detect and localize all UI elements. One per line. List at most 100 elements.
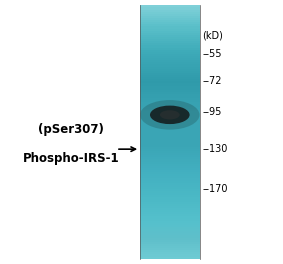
Bar bbox=[140, 20, 200, 22]
Bar bbox=[140, 58, 200, 60]
Bar bbox=[140, 16, 200, 18]
Text: --130: --130 bbox=[202, 144, 228, 154]
Bar bbox=[140, 90, 200, 92]
Bar bbox=[140, 181, 200, 183]
Bar bbox=[140, 105, 200, 107]
Bar bbox=[140, 33, 200, 35]
Bar bbox=[140, 170, 200, 172]
Bar bbox=[140, 248, 200, 250]
Bar bbox=[140, 159, 200, 162]
Bar bbox=[140, 187, 200, 189]
Bar bbox=[140, 35, 200, 37]
Bar bbox=[140, 31, 200, 33]
Text: (pSer307): (pSer307) bbox=[38, 123, 104, 136]
Bar bbox=[140, 83, 200, 86]
Bar bbox=[140, 242, 200, 244]
Bar bbox=[140, 227, 200, 229]
Bar bbox=[140, 119, 200, 121]
Bar bbox=[140, 12, 200, 14]
Bar bbox=[140, 233, 200, 235]
Bar bbox=[140, 130, 200, 132]
Bar bbox=[140, 92, 200, 94]
Bar bbox=[140, 172, 200, 174]
Bar bbox=[140, 39, 200, 41]
Text: --95: --95 bbox=[202, 107, 222, 117]
Bar bbox=[140, 24, 200, 26]
Bar bbox=[140, 164, 200, 166]
Bar bbox=[140, 143, 200, 145]
Bar bbox=[140, 252, 200, 254]
Bar bbox=[140, 231, 200, 233]
Bar bbox=[140, 174, 200, 176]
Bar bbox=[140, 206, 200, 208]
Bar bbox=[140, 155, 200, 157]
Bar bbox=[140, 50, 200, 52]
Bar bbox=[140, 176, 200, 178]
Bar bbox=[140, 52, 200, 54]
Ellipse shape bbox=[160, 110, 180, 120]
Bar bbox=[140, 54, 200, 56]
Bar bbox=[140, 195, 200, 197]
Bar bbox=[140, 64, 200, 67]
Bar bbox=[140, 221, 200, 223]
Bar bbox=[140, 121, 200, 124]
Bar bbox=[140, 96, 200, 98]
Bar bbox=[140, 73, 200, 75]
Bar bbox=[140, 56, 200, 58]
Ellipse shape bbox=[140, 100, 200, 130]
Bar bbox=[140, 225, 200, 227]
Bar bbox=[140, 107, 200, 109]
Bar bbox=[140, 157, 200, 159]
Bar bbox=[140, 254, 200, 257]
Bar bbox=[140, 223, 200, 225]
Bar bbox=[140, 7, 200, 10]
Bar bbox=[140, 240, 200, 242]
Bar bbox=[140, 191, 200, 193]
Bar bbox=[140, 197, 200, 200]
Bar bbox=[140, 5, 200, 7]
Bar bbox=[140, 94, 200, 96]
Bar bbox=[140, 75, 200, 77]
Bar bbox=[140, 132, 200, 134]
Bar bbox=[140, 208, 200, 210]
Bar bbox=[140, 244, 200, 246]
Bar bbox=[140, 22, 200, 24]
Bar bbox=[140, 10, 200, 12]
Bar bbox=[140, 168, 200, 170]
Bar bbox=[140, 67, 200, 69]
Bar bbox=[140, 26, 200, 29]
Bar bbox=[140, 193, 200, 195]
Bar bbox=[140, 212, 200, 214]
Text: Phospho-IRS-1: Phospho-IRS-1 bbox=[22, 152, 119, 165]
Text: --55: --55 bbox=[202, 49, 222, 59]
Bar bbox=[140, 48, 200, 50]
Bar bbox=[140, 117, 200, 119]
Bar bbox=[140, 257, 200, 259]
Bar bbox=[140, 18, 200, 20]
Bar bbox=[140, 189, 200, 191]
Bar bbox=[140, 124, 200, 126]
Bar bbox=[140, 29, 200, 31]
Bar bbox=[140, 138, 200, 140]
Bar bbox=[140, 235, 200, 238]
Text: (kD): (kD) bbox=[202, 31, 223, 41]
Bar bbox=[140, 204, 200, 206]
Text: --170: --170 bbox=[202, 184, 228, 194]
Bar bbox=[140, 109, 200, 111]
Bar bbox=[140, 79, 200, 81]
Bar bbox=[140, 115, 200, 117]
Bar bbox=[140, 62, 200, 64]
Text: --72: --72 bbox=[202, 76, 222, 86]
Bar bbox=[140, 147, 200, 149]
Bar bbox=[140, 183, 200, 185]
Bar bbox=[140, 185, 200, 187]
Bar bbox=[140, 216, 200, 219]
Bar bbox=[140, 229, 200, 231]
Bar bbox=[140, 162, 200, 164]
Bar bbox=[140, 136, 200, 138]
Bar bbox=[140, 43, 200, 45]
Bar bbox=[140, 77, 200, 79]
Bar bbox=[140, 100, 200, 102]
Bar bbox=[140, 145, 200, 147]
Bar bbox=[140, 214, 200, 216]
